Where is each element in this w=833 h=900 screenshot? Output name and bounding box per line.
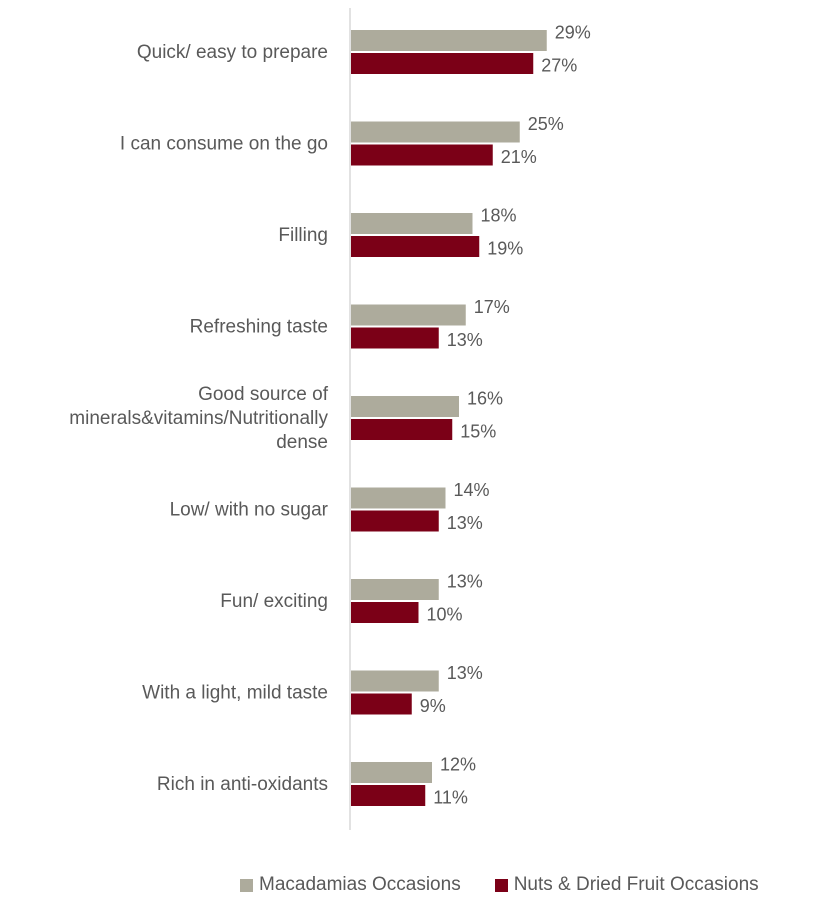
bar-nuts-dried-fruit [351,144,493,166]
data-label-nuts-dried-fruit: 15% [460,422,496,442]
legend-swatch-macadamias [240,878,253,892]
bar-chart-svg: Quick/ easy to prepare 29% 27% I can consum… [69,8,591,830]
bar-macadamias [351,579,439,600]
data-label-nuts-dried-fruit: 9% [420,696,446,716]
category-label-line: Fun/ exciting [220,591,328,612]
legend-item-macadamias: Macadamias Occasions [240,874,461,896]
category-label-line: Good source of [198,384,329,405]
bar-nuts-dried-fruit [351,602,419,623]
bar-macadamias [351,396,459,417]
category-label: Rich in anti-oxidants [157,774,328,795]
bar-macadamias [351,762,432,783]
bar-nuts-dried-fruit [351,693,412,715]
data-label-macadamias: 13% [447,663,483,683]
data-label-macadamias: 18% [481,206,517,226]
category-label: Filling [278,225,328,246]
data-label-macadamias: 29% [555,23,591,43]
bar-nuts-dried-fruit [351,53,534,74]
category-label: I can consume on the go [120,134,328,155]
data-label-macadamias: 25% [528,114,564,134]
bar-nuts-dried-fruit [351,327,439,349]
category-label-line: Rich in anti-oxidants [157,774,328,795]
bar-macadamias [351,487,446,509]
data-label-nuts-dried-fruit: 19% [487,239,523,259]
legend-label-macadamias: Macadamias Occasions [259,874,461,895]
bar-macadamias [351,213,473,234]
category-label: Refreshing taste [190,317,328,338]
data-label-macadamias: 12% [440,755,476,775]
category-label-line: Low/ with no sugar [170,500,329,521]
category-label-line: dense [276,432,328,453]
data-label-nuts-dried-fruit: 27% [541,56,577,76]
bar-macadamias [351,304,466,326]
category-label-line: I can consume on the go [120,134,328,155]
data-label-macadamias: 14% [454,480,490,500]
category-label-line: Filling [278,225,328,246]
category-label-line: Quick/ easy to prepare [137,42,328,63]
data-label-nuts-dried-fruit: 21% [501,147,537,167]
category-label-line: Refreshing taste [190,317,328,338]
legend-label-nuts-dried-fruit: Nuts & Dried Fruit Occasions [513,874,759,895]
data-label-macadamias: 13% [447,572,483,592]
bar-macadamias [351,30,547,51]
category-label: Quick/ easy to prepare [137,42,328,63]
data-label-nuts-dried-fruit: 13% [447,513,483,533]
data-label-nuts-dried-fruit: 10% [427,605,463,625]
category-label-line: minerals&vitamins/Nutritionally [69,408,328,429]
category-label: Fun/ exciting [220,591,328,612]
data-label-nuts-dried-fruit: 11% [433,788,468,808]
bar-nuts-dried-fruit [351,419,453,440]
legend: Macadamias Occasions Nuts & Dried Fruit … [240,874,759,896]
legend-swatch-nuts-dried-fruit [494,878,508,892]
legend-item-nuts-dried-fruit: Nuts & Dried Fruit Occasions [494,874,759,896]
category-label: With a light, mild taste [142,683,328,704]
category-label-line: With a light, mild taste [142,683,328,704]
bar-macadamias [351,670,439,692]
data-label-macadamias: 17% [474,297,510,317]
category-label: Low/ with no sugar [170,500,329,521]
data-label-nuts-dried-fruit: 13% [447,330,483,350]
category-label: Good source of minerals&vitamins/Nutritio… [69,384,328,453]
bar-nuts-dried-fruit [351,510,439,532]
bar-nuts-dried-fruit [351,785,426,806]
bar-macadamias [351,121,520,143]
bar-nuts-dried-fruit [351,236,480,257]
data-label-macadamias: 16% [467,389,503,409]
